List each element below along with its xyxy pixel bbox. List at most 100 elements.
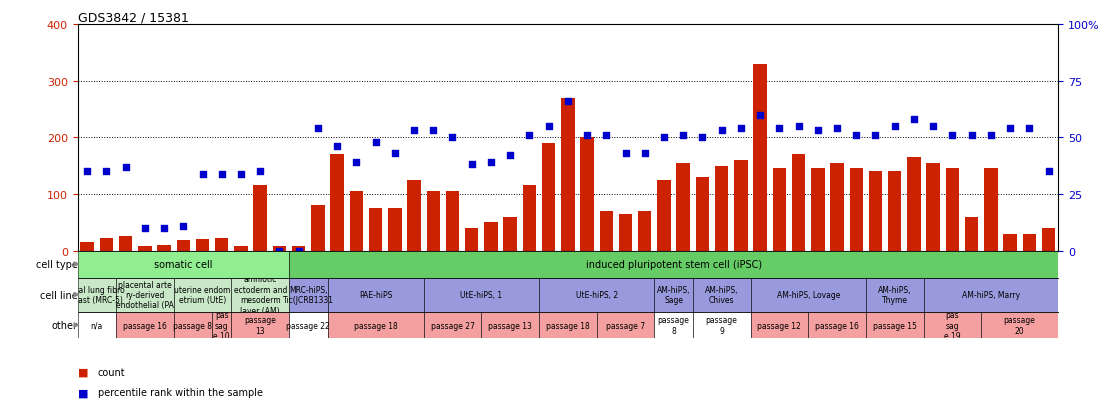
Point	[443, 135, 461, 141]
Text: induced pluripotent stem cell (iPSC): induced pluripotent stem cell (iPSC)	[585, 259, 761, 269]
Text: amniotic
ectoderm and
mesoderm
layer (AM): amniotic ectoderm and mesoderm layer (AM…	[234, 275, 287, 315]
Bar	[423, 278, 538, 312]
Bar	[215, 239, 228, 251]
Point	[406, 128, 423, 134]
Text: percentile rank within the sample: percentile rank within the sample	[98, 387, 263, 397]
Text: passage 18: passage 18	[546, 321, 589, 330]
Point	[828, 126, 845, 132]
Bar	[657, 180, 670, 251]
Bar	[232, 312, 289, 339]
Text: cell type: cell type	[35, 259, 78, 269]
Bar	[484, 223, 497, 251]
Point	[694, 135, 711, 141]
Text: other: other	[52, 320, 78, 330]
Bar	[1004, 234, 1017, 251]
Bar	[618, 214, 633, 251]
Bar	[503, 217, 517, 251]
Text: pas
sag
e 19: pas sag e 19	[944, 310, 961, 340]
Point	[944, 132, 962, 139]
Bar	[811, 169, 824, 251]
Point	[770, 126, 788, 132]
Point	[98, 169, 115, 175]
Bar	[78, 251, 289, 278]
Bar	[388, 209, 401, 251]
Point	[367, 139, 384, 146]
Bar	[523, 186, 536, 251]
Bar	[888, 172, 902, 251]
Bar	[289, 278, 328, 312]
Text: AM-hiPS, Lovage: AM-hiPS, Lovage	[777, 290, 840, 299]
Point	[328, 144, 346, 150]
Bar	[965, 217, 978, 251]
Bar	[792, 155, 806, 251]
Bar	[174, 278, 232, 312]
Bar	[157, 245, 171, 251]
Text: passage 15: passage 15	[873, 321, 916, 330]
Point	[886, 123, 904, 130]
Point	[790, 123, 808, 130]
Bar	[330, 155, 343, 251]
Bar	[865, 278, 924, 312]
Text: passage 16: passage 16	[815, 321, 859, 330]
Bar	[808, 312, 865, 339]
Bar	[926, 163, 940, 251]
Bar	[696, 178, 709, 251]
Bar	[119, 237, 132, 251]
Bar	[599, 211, 613, 251]
Bar	[212, 312, 232, 339]
Bar	[311, 206, 325, 251]
Bar	[328, 278, 423, 312]
Bar	[677, 163, 690, 251]
Bar	[174, 312, 212, 339]
Point	[386, 150, 403, 157]
Bar	[830, 163, 844, 251]
Text: ■: ■	[78, 367, 88, 377]
Bar	[465, 228, 479, 251]
Point	[482, 159, 500, 166]
Bar	[750, 278, 865, 312]
Point	[578, 132, 596, 139]
Point	[136, 225, 154, 232]
Bar	[984, 169, 997, 251]
Text: somatic cell: somatic cell	[154, 259, 213, 269]
Text: passage
20: passage 20	[1004, 316, 1036, 335]
Text: cell line: cell line	[40, 290, 78, 300]
Bar	[850, 169, 863, 251]
Bar	[427, 192, 440, 251]
Point	[463, 162, 481, 169]
Text: fetal lung fibro
blast (MRC-5): fetal lung fibro blast (MRC-5)	[69, 285, 125, 304]
Point	[116, 164, 134, 171]
Bar	[445, 192, 459, 251]
Point	[540, 123, 557, 130]
Point	[866, 132, 884, 139]
Point	[597, 132, 615, 139]
Text: pas
sag
e 10: pas sag e 10	[214, 310, 230, 340]
Bar	[254, 186, 267, 251]
Point	[560, 98, 577, 105]
Bar	[78, 278, 116, 312]
Text: AM-hiPS,
Chives: AM-hiPS, Chives	[705, 285, 738, 304]
Bar	[100, 239, 113, 251]
Bar	[561, 98, 575, 251]
Bar	[597, 312, 655, 339]
Bar	[538, 312, 597, 339]
Bar	[538, 278, 655, 312]
Bar	[982, 312, 1058, 339]
Text: passage 13: passage 13	[489, 321, 532, 330]
Bar	[289, 251, 1058, 278]
Bar	[869, 172, 882, 251]
Bar	[542, 144, 555, 251]
Text: UtE-hiPS, 1: UtE-hiPS, 1	[460, 290, 502, 299]
Text: passage 16: passage 16	[123, 321, 167, 330]
Point	[905, 116, 923, 123]
Bar	[655, 312, 692, 339]
Point	[1002, 126, 1019, 132]
Bar	[423, 312, 481, 339]
Bar	[291, 247, 306, 251]
Bar	[196, 240, 209, 251]
Text: GDS3842 / 15381: GDS3842 / 15381	[78, 12, 188, 25]
Bar	[750, 312, 808, 339]
Point	[809, 128, 827, 134]
Bar	[481, 312, 538, 339]
Bar	[692, 312, 750, 339]
